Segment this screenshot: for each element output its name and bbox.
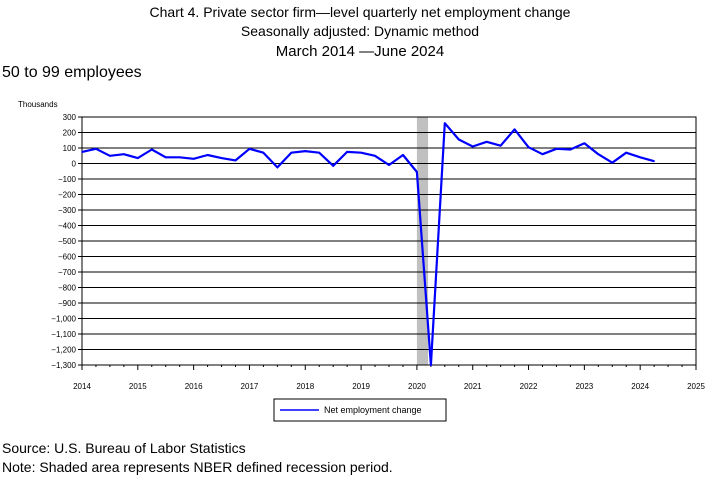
y-tick-label: −100 bbox=[58, 175, 77, 184]
chart-subtitle: 50 to 99 employees bbox=[2, 64, 142, 81]
y-tick-label: −300 bbox=[58, 206, 77, 215]
data-point bbox=[81, 151, 83, 153]
y-tick-label: 100 bbox=[63, 144, 77, 153]
y-tick-label: −500 bbox=[58, 237, 77, 246]
x-tick-label: 2017 bbox=[241, 382, 259, 391]
data-point bbox=[332, 165, 334, 167]
data-point bbox=[346, 151, 348, 153]
data-point bbox=[457, 138, 460, 141]
legend-label: Net employment change bbox=[324, 405, 422, 415]
chart-title-line-3: March 2014 —June 2024 bbox=[275, 43, 445, 60]
y-tick-label: −900 bbox=[58, 299, 77, 308]
data-point bbox=[374, 154, 376, 157]
data-point bbox=[206, 154, 209, 156]
data-point bbox=[527, 146, 530, 149]
y-axis-unit-label: Thousands bbox=[18, 100, 58, 109]
data-point bbox=[304, 150, 307, 152]
x-tick-label: 2018 bbox=[296, 382, 314, 391]
legend-box bbox=[273, 398, 447, 422]
x-tick-label: 2020 bbox=[408, 382, 426, 391]
data-point bbox=[513, 128, 516, 131]
data-point bbox=[234, 159, 237, 162]
data-point bbox=[95, 147, 97, 150]
y-tick-label: −800 bbox=[58, 284, 77, 293]
y-tick-label: 200 bbox=[63, 129, 77, 138]
data-point bbox=[109, 154, 111, 157]
data-point bbox=[569, 148, 572, 151]
data-point bbox=[639, 156, 641, 159]
x-tick-label: 2022 bbox=[520, 382, 538, 391]
y-tick-label: −1,300 bbox=[51, 361, 76, 370]
data-point bbox=[276, 166, 279, 169]
data-point bbox=[360, 151, 362, 154]
data-point bbox=[318, 151, 321, 154]
x-tick-label: 2023 bbox=[575, 382, 593, 391]
data-point bbox=[499, 144, 502, 147]
data-point bbox=[416, 171, 418, 173]
data-point bbox=[123, 153, 125, 155]
chart-title-line-2: Seasonally adjusted: Dynamic method bbox=[240, 23, 480, 39]
data-point bbox=[555, 147, 558, 150]
data-point bbox=[653, 160, 655, 162]
y-tick-label: −200 bbox=[58, 191, 77, 200]
data-point bbox=[485, 141, 488, 143]
chart-title-line-1: Chart 4. Private sector firm—level quart… bbox=[149, 4, 571, 20]
data-point bbox=[150, 148, 153, 151]
y-tick-label: −700 bbox=[58, 268, 77, 277]
x-tick-label: 2025 bbox=[687, 382, 705, 391]
data-point bbox=[625, 151, 628, 154]
x-tick-label: 2024 bbox=[631, 382, 649, 391]
data-point bbox=[388, 164, 390, 166]
data-point bbox=[402, 154, 404, 156]
y-tick-label: 0 bbox=[72, 160, 77, 169]
x-tick-label: 2021 bbox=[464, 382, 482, 391]
x-tick-label: 2019 bbox=[352, 382, 370, 391]
x-tick-label: 2014 bbox=[73, 382, 91, 391]
data-point bbox=[471, 145, 474, 148]
x-tick-label: 2015 bbox=[129, 382, 147, 391]
y-tick-label: −400 bbox=[58, 222, 77, 231]
data-point bbox=[220, 157, 223, 159]
data-point bbox=[164, 156, 167, 159]
y-tick-label: −1,200 bbox=[51, 346, 76, 355]
source-note: Source: U.S. Bureau of Labor Statistics bbox=[2, 440, 246, 456]
data-point bbox=[290, 151, 293, 154]
data-point bbox=[262, 151, 265, 154]
data-point bbox=[597, 153, 600, 155]
y-tick-label: −600 bbox=[58, 253, 77, 262]
y-tick-label: 300 bbox=[63, 113, 77, 122]
recession-note: Note: Shaded area represents NBER define… bbox=[2, 459, 393, 475]
data-point bbox=[611, 161, 614, 164]
y-tick-label: −1,000 bbox=[51, 315, 76, 324]
data-point bbox=[178, 156, 181, 159]
data-point bbox=[192, 158, 195, 160]
y-tick-label: −1,100 bbox=[51, 330, 76, 339]
data-point bbox=[430, 364, 432, 366]
data-point bbox=[583, 142, 586, 145]
data-point bbox=[248, 147, 251, 150]
legend: Net employment change bbox=[273, 398, 447, 422]
data-point bbox=[444, 122, 446, 124]
x-tick-label: 2016 bbox=[185, 382, 203, 391]
data-point bbox=[541, 153, 544, 155]
series-line bbox=[81, 122, 655, 367]
data-point bbox=[137, 157, 139, 159]
